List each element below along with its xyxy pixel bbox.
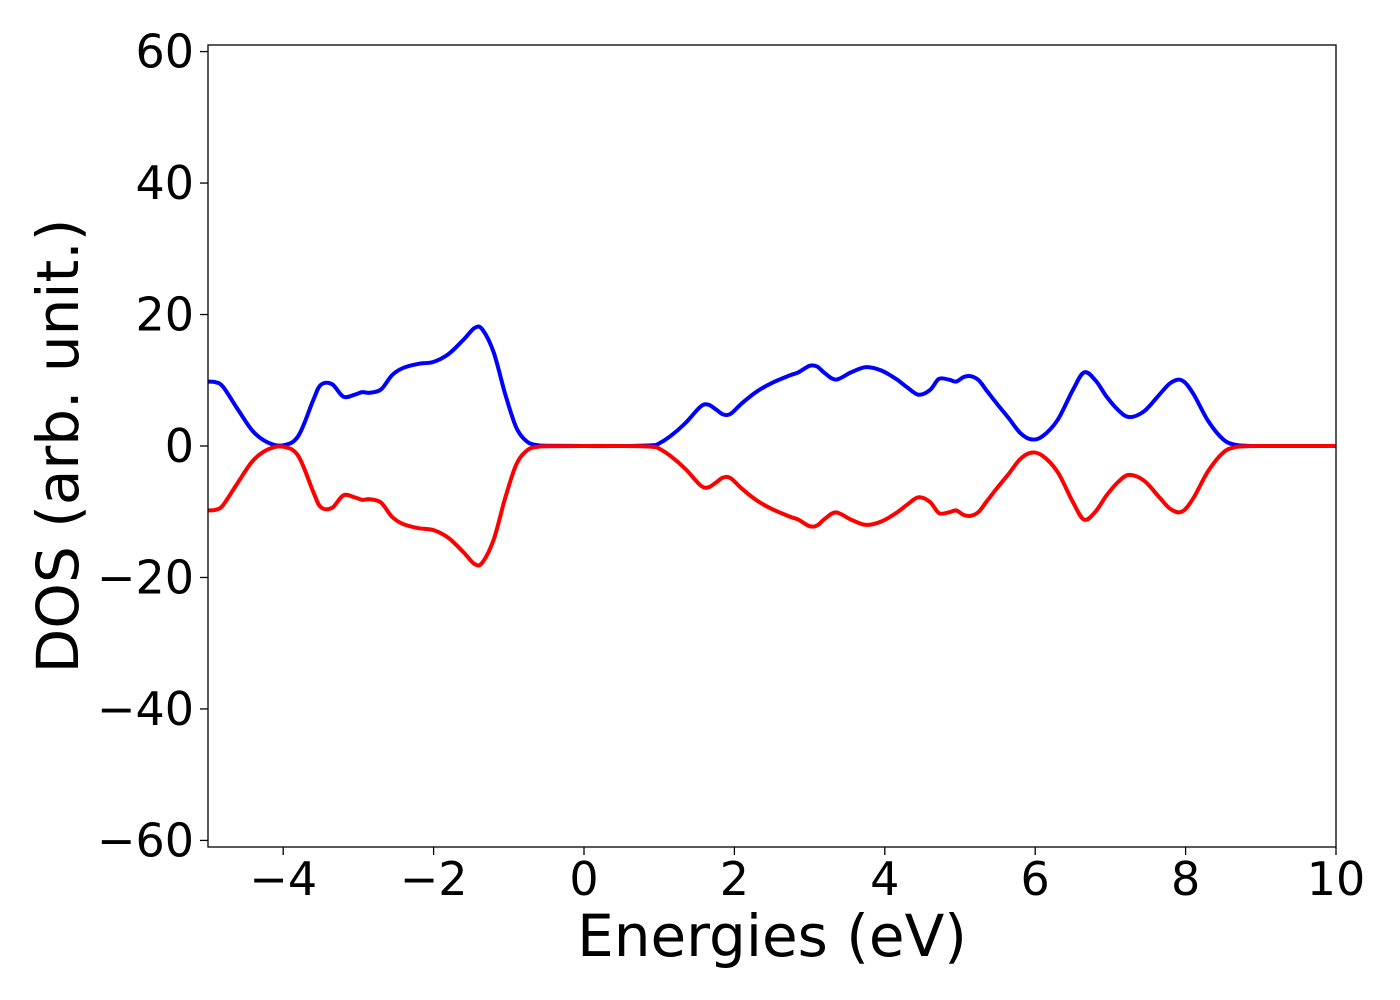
dos-series-2-line xyxy=(208,443,1336,568)
y-tick-label: 60 xyxy=(135,25,194,79)
x-tick-label: 0 xyxy=(569,852,598,906)
y-axis-label: DOS (arb. unit.) xyxy=(24,219,92,674)
x-axis: −4 −2 0 2 4 6 8 10 xyxy=(249,847,1365,906)
dos-series-1-line xyxy=(208,324,1336,449)
x-axis-label: Energies (eV) xyxy=(577,902,967,970)
y-tick-label: 40 xyxy=(135,156,194,210)
y-tick-label: −40 xyxy=(97,682,194,736)
x-tick-label: 8 xyxy=(1171,852,1200,906)
y-axis: 60 40 20 0 −20 −40 −60 xyxy=(97,25,208,867)
x-tick-label: −4 xyxy=(249,852,317,906)
x-tick-label: 10 xyxy=(1307,852,1366,906)
y-tick-label: 20 xyxy=(135,288,194,342)
y-tick-label: 0 xyxy=(165,419,194,473)
y-tick-label: −20 xyxy=(97,550,194,604)
x-tick-label: 6 xyxy=(1021,852,1050,906)
plot-area xyxy=(208,324,1336,568)
y-tick-label: −60 xyxy=(97,813,194,867)
plot-frame xyxy=(207,44,1337,848)
x-tick-label: 2 xyxy=(720,852,749,906)
x-tick-label: −2 xyxy=(400,852,468,906)
x-tick-label: 4 xyxy=(870,852,899,906)
